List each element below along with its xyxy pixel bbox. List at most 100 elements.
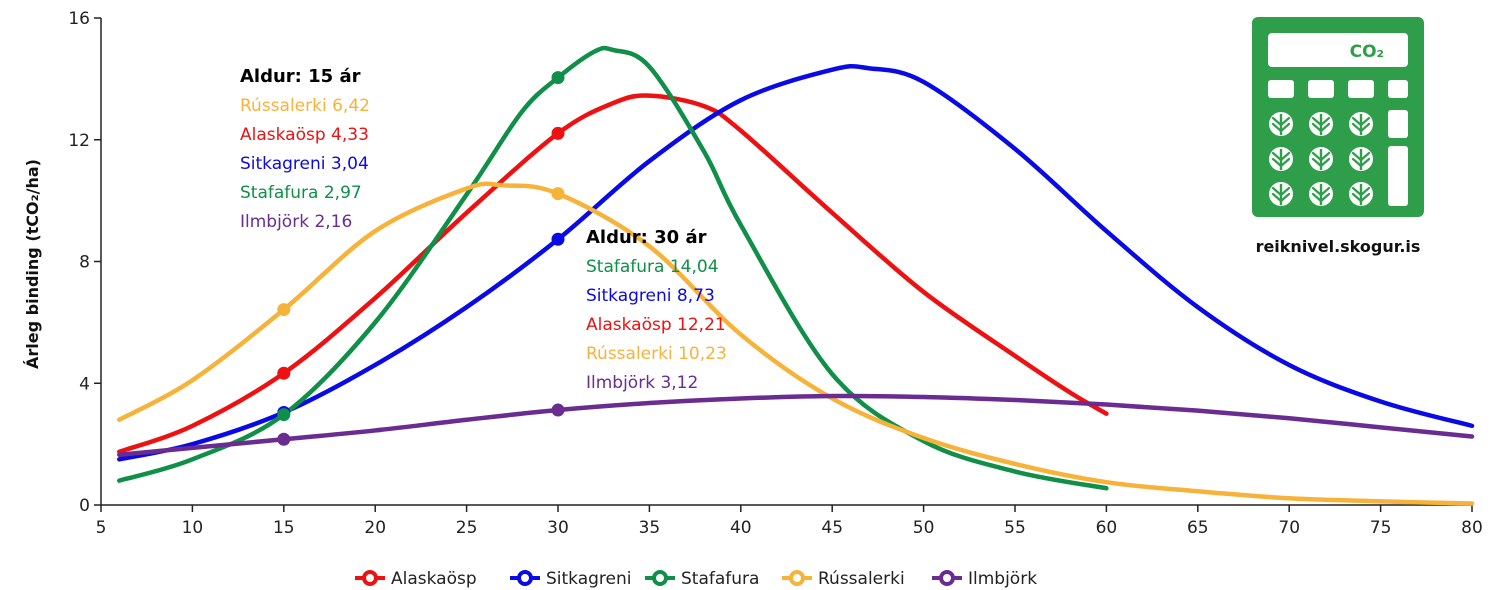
legend: Alaskaösp Sitkagreni Stafafura Rússalerki Il… xyxy=(355,569,1037,589)
tree-branch xyxy=(1279,192,1291,203)
tree-branch xyxy=(1359,192,1371,203)
series-line xyxy=(117,181,1475,506)
x-tick-label: 70 xyxy=(1278,518,1300,538)
annotation-title: Aldur: 30 ár xyxy=(586,227,707,248)
annotations: Aldur: 15 ár Rússalerki 6,42 Alaskaösp 4,3… xyxy=(240,66,727,393)
tree-branch xyxy=(1319,122,1331,133)
tree-branch xyxy=(1351,186,1363,197)
tree-branch xyxy=(1271,186,1283,197)
x-tick-label: 45 xyxy=(821,518,843,538)
legend-swatch-marker xyxy=(789,570,805,586)
tree-branch xyxy=(1279,151,1291,162)
x-tick-label: 10 xyxy=(182,518,204,538)
data-point xyxy=(277,432,291,446)
tree-branch xyxy=(1351,151,1363,162)
annotation-line: Stafafura 14,04 xyxy=(586,257,719,277)
x-tick-label: 60 xyxy=(1096,518,1118,538)
tree-branch xyxy=(1311,192,1323,203)
tree-branch xyxy=(1311,151,1323,162)
x-tick-label: 20 xyxy=(364,518,386,538)
tree-branch xyxy=(1311,122,1323,133)
annotation-line: Ilmbjörk 2,16 xyxy=(240,212,352,232)
tree-branch xyxy=(1271,157,1283,168)
legend-swatch-marker xyxy=(517,570,533,586)
legend-label: Rússalerki xyxy=(818,569,905,589)
x-tick-label: 25 xyxy=(456,518,478,538)
data-point xyxy=(551,403,565,417)
logo-co2-label: CO₂ xyxy=(1350,42,1384,62)
legend-swatch-marker xyxy=(939,570,955,586)
data-point xyxy=(277,366,291,380)
tree-branch xyxy=(1359,186,1371,197)
y-tick-label: 8 xyxy=(79,253,90,273)
y-axis-label: Árleg binding (tCO₂/ha) xyxy=(23,159,42,369)
tree-branch xyxy=(1351,122,1363,133)
tree-branch xyxy=(1279,157,1291,168)
tree-branch xyxy=(1351,192,1363,203)
legend-swatch-marker xyxy=(362,570,378,586)
series-line xyxy=(117,93,1109,454)
x-tick-label: 30 xyxy=(547,518,569,538)
tree-branch xyxy=(1319,157,1331,168)
series-markers xyxy=(277,71,565,446)
series-line xyxy=(117,63,1475,462)
tree-branch xyxy=(1359,116,1371,127)
tree-branch xyxy=(1271,116,1283,127)
tree-branch xyxy=(1319,186,1331,197)
x-tick-label: 65 xyxy=(1187,518,1209,538)
tree-branch xyxy=(1311,157,1323,168)
tree-branch xyxy=(1319,192,1331,203)
y-tick-label: 16 xyxy=(68,9,90,29)
y-tick-label: 4 xyxy=(79,374,90,394)
x-tick-label: 40 xyxy=(730,518,752,538)
series-line xyxy=(117,393,1475,458)
legend-label: Sitkagreni xyxy=(546,569,632,589)
calculator-icon: CO₂ xyxy=(1252,17,1424,217)
annotation-line: Alaskaösp 12,21 xyxy=(586,315,726,335)
annotation-line: Sitkagreni 8,73 xyxy=(586,286,715,306)
annotation-title: Aldur: 15 ár xyxy=(240,66,361,87)
tree-branch xyxy=(1271,122,1283,133)
tree-branch xyxy=(1271,151,1283,162)
data-point xyxy=(551,232,565,246)
y-tick-label: 12 xyxy=(68,131,90,151)
tree-branch xyxy=(1279,116,1291,127)
legend-label: Alaskaösp xyxy=(391,569,477,589)
tree-branch xyxy=(1279,186,1291,197)
axes: 0 4 8 12 16 5 10 15 20 25 30 35 40 45 50 55 60 65 70 75 80 xyxy=(68,9,1482,538)
x-tick-label: 75 xyxy=(1370,518,1392,538)
annotation-line: Sitkagreni 3,04 xyxy=(240,154,369,174)
series-line xyxy=(117,45,1109,491)
tree-branch xyxy=(1311,186,1323,197)
data-point xyxy=(277,303,291,317)
tree-branch xyxy=(1359,151,1371,162)
tree-branch xyxy=(1271,192,1283,203)
annotation-line: Alaskaösp 4,33 xyxy=(240,125,369,145)
series-lines xyxy=(117,45,1475,506)
data-point xyxy=(551,187,565,201)
tree-branch xyxy=(1359,122,1371,133)
legend-label: Stafafura xyxy=(681,569,759,589)
tree-branch xyxy=(1351,157,1363,168)
x-tick-label: 5 xyxy=(96,518,107,538)
tree-branch xyxy=(1311,116,1323,127)
tree-branch xyxy=(1359,157,1371,168)
x-tick-label: 35 xyxy=(639,518,661,538)
logo-url-text: reiknivel.skogur.is xyxy=(1256,237,1421,256)
x-tick-label: 50 xyxy=(913,518,935,538)
annotation-line: Ilmbjörk 3,12 xyxy=(586,373,698,393)
legend-swatch-marker xyxy=(652,570,668,586)
tree-branch xyxy=(1279,122,1291,133)
data-point xyxy=(551,71,565,85)
tree-branch xyxy=(1319,116,1331,127)
annotation-line: Rússalerki 6,42 xyxy=(240,96,370,116)
tree-branch xyxy=(1351,116,1363,127)
legend-label: Ilmbjörk xyxy=(968,569,1037,589)
annotation-line: Stafafura 2,97 xyxy=(240,183,362,203)
data-point xyxy=(277,408,291,422)
tree-branch xyxy=(1319,151,1331,162)
x-tick-label: 55 xyxy=(1004,518,1026,538)
x-tick-label: 15 xyxy=(273,518,295,538)
annotation-line: Rússalerki 10,23 xyxy=(586,344,727,364)
